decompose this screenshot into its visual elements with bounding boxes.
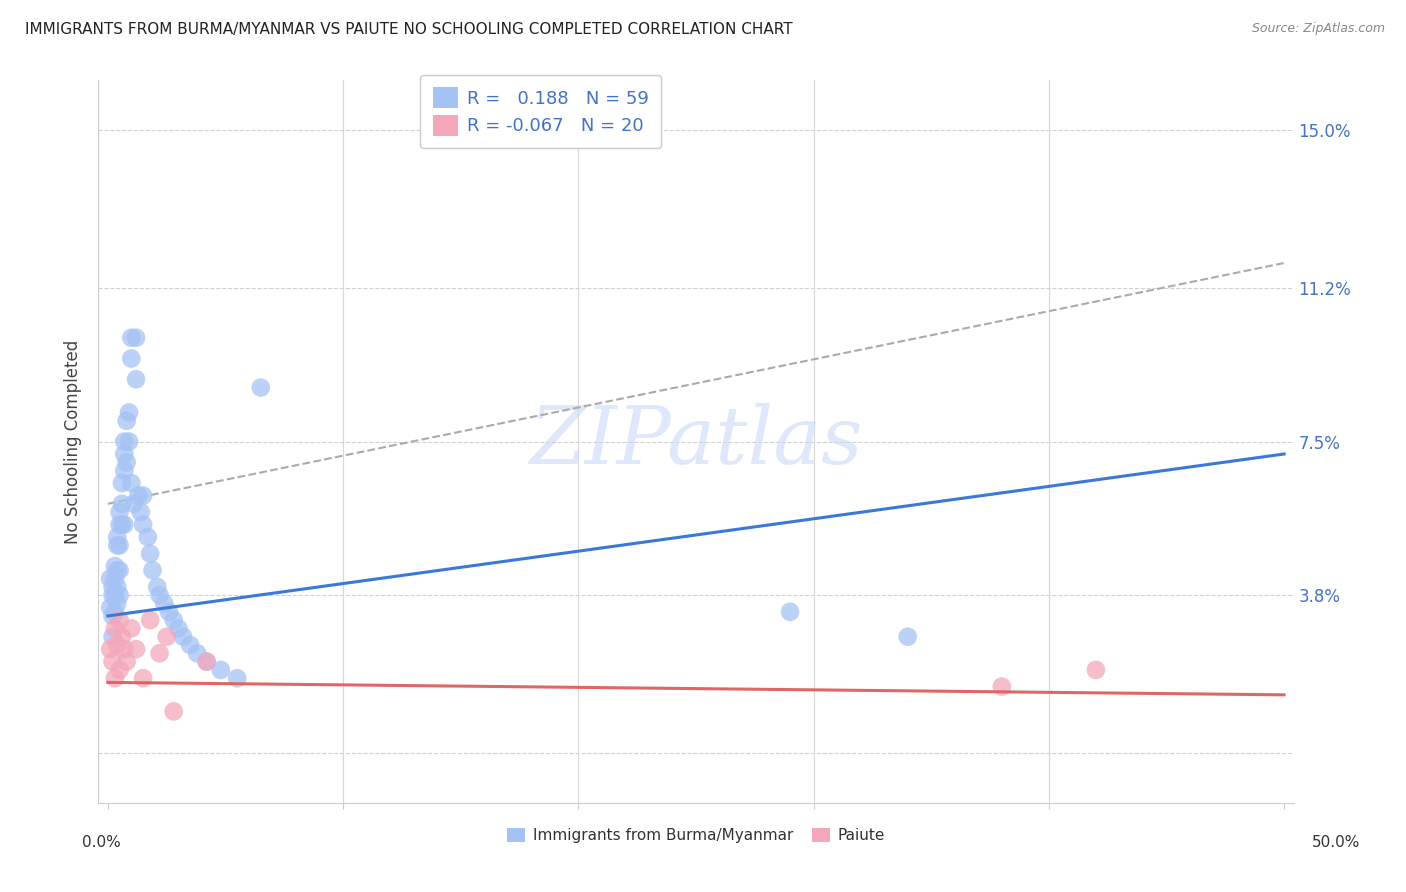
Point <box>98 572 121 586</box>
Point <box>108 663 131 677</box>
Point <box>120 331 142 345</box>
Point <box>186 646 208 660</box>
Point <box>153 597 176 611</box>
Point <box>108 613 131 627</box>
Point <box>141 563 163 577</box>
Point <box>112 464 135 478</box>
Point <box>108 538 131 552</box>
Point <box>172 630 194 644</box>
Point <box>132 671 155 685</box>
Point <box>897 630 920 644</box>
Point <box>104 605 127 619</box>
Point <box>149 588 172 602</box>
Point <box>111 630 134 644</box>
Point <box>157 605 180 619</box>
Point <box>125 331 148 345</box>
Point <box>118 405 141 419</box>
Point <box>1084 663 1107 677</box>
Point <box>195 655 218 669</box>
Point <box>149 646 172 660</box>
Point <box>98 600 121 615</box>
Point <box>115 655 138 669</box>
Point <box>105 530 128 544</box>
Point <box>991 680 1014 694</box>
Point <box>104 621 127 635</box>
Point <box>108 505 131 519</box>
Point <box>101 609 124 624</box>
Point <box>104 671 127 685</box>
Point <box>108 563 131 577</box>
Legend: Immigrants from Burma/Myanmar, Paiute: Immigrants from Burma/Myanmar, Paiute <box>501 822 891 849</box>
Point <box>779 605 801 619</box>
Point <box>115 455 138 469</box>
Point <box>120 476 142 491</box>
Point <box>104 559 127 574</box>
Point <box>129 505 152 519</box>
Point <box>105 597 128 611</box>
Text: 0.0%: 0.0% <box>82 836 121 850</box>
Y-axis label: No Schooling Completed: No Schooling Completed <box>65 340 83 543</box>
Point <box>104 572 127 586</box>
Point <box>249 380 271 394</box>
Point <box>118 434 141 449</box>
Point <box>115 414 138 428</box>
Point <box>127 489 149 503</box>
Point <box>105 538 128 552</box>
Text: Source: ZipAtlas.com: Source: ZipAtlas.com <box>1251 22 1385 36</box>
Point <box>163 613 186 627</box>
Point <box>120 351 142 366</box>
Point <box>112 517 135 532</box>
Point <box>136 530 159 544</box>
Point <box>98 642 121 657</box>
Point <box>105 563 128 577</box>
Point <box>139 547 162 561</box>
Text: IMMIGRANTS FROM BURMA/MYANMAR VS PAIUTE NO SCHOOLING COMPLETED CORRELATION CHART: IMMIGRANTS FROM BURMA/MYANMAR VS PAIUTE … <box>25 22 793 37</box>
Point <box>104 588 127 602</box>
Point <box>111 476 134 491</box>
Point <box>111 497 134 511</box>
Point <box>125 372 148 386</box>
Text: 50.0%: 50.0% <box>1312 836 1360 850</box>
Point <box>122 497 145 511</box>
Point <box>195 655 218 669</box>
Point <box>108 588 131 602</box>
Point <box>101 580 124 594</box>
Point <box>101 588 124 602</box>
Text: ZIPatlas: ZIPatlas <box>529 403 863 480</box>
Point <box>105 580 128 594</box>
Point <box>146 580 169 594</box>
Point <box>209 663 232 677</box>
Point <box>108 517 131 532</box>
Point <box>112 447 135 461</box>
Point <box>226 671 249 685</box>
Point <box>125 642 148 657</box>
Point <box>139 613 162 627</box>
Point <box>101 655 124 669</box>
Point <box>120 621 142 635</box>
Point <box>156 630 179 644</box>
Point <box>111 517 134 532</box>
Point <box>132 489 155 503</box>
Point <box>163 705 186 719</box>
Point <box>179 638 201 652</box>
Point <box>112 434 135 449</box>
Point <box>112 642 135 657</box>
Point <box>167 621 190 635</box>
Point <box>132 517 155 532</box>
Point <box>101 630 124 644</box>
Point <box>105 638 128 652</box>
